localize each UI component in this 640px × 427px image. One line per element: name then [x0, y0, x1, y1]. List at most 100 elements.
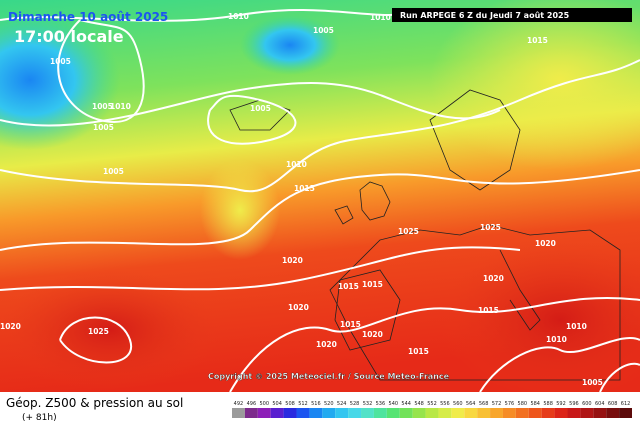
coastlines [229, 89, 621, 381]
scale-swatch [593, 408, 607, 418]
isobar-label: 1010 [286, 160, 307, 169]
scale-swatch [619, 408, 632, 418]
scale-swatch [528, 408, 542, 418]
scale-swatch [606, 408, 620, 418]
isobar-label: 1020 [0, 322, 21, 331]
scale-label: 612 [621, 401, 631, 407]
scale-label: 532 [363, 401, 373, 407]
scale-label: 492 [234, 401, 244, 407]
scale-swatch [335, 408, 349, 418]
scale-label: 608 [608, 401, 618, 407]
isobar-label: 1025 [398, 227, 419, 236]
scale-label: 592 [556, 401, 566, 407]
scale-swatch [438, 408, 452, 418]
scale-swatch [244, 408, 258, 418]
isobar-label: 1015 [340, 320, 361, 329]
scale-swatch [361, 408, 374, 418]
scale-swatch [232, 408, 245, 418]
scale-swatch [554, 408, 568, 418]
isobar-label: 1010 [228, 12, 249, 21]
isobar-label: 1015 [478, 306, 499, 315]
isobar-label: 1025 [480, 223, 501, 232]
scale-label: 584 [530, 401, 540, 407]
map-field [0, 0, 640, 400]
copyright: Copyright © 2025 Meteociel.fr / Source M… [208, 372, 450, 381]
isobar-label: 1020 [316, 340, 337, 349]
scale-swatch [567, 408, 581, 418]
scale-label: 540 [389, 401, 399, 407]
isobar-label: 1005 [92, 102, 113, 111]
scale-label: 604 [595, 401, 605, 407]
isobar-label: 1020 [288, 303, 309, 312]
isobar-label: 1005 [103, 167, 124, 176]
scale-label: 528 [350, 401, 360, 407]
scale-swatch [296, 408, 310, 418]
scale-label: 548 [414, 401, 424, 407]
isobar-label: 1015 [408, 347, 429, 356]
scale-label: 508 [285, 401, 295, 407]
isobar-label: 1015 [294, 184, 315, 193]
run: Run ARPEGE 6 Z du Jeudi 7 août 2025 [400, 11, 570, 20]
isobar-label: 1010 [546, 335, 567, 344]
scale-label: 576 [505, 401, 515, 407]
scale-swatch [399, 408, 413, 418]
scale-swatch [322, 408, 336, 418]
isobar-label: 1005 [93, 123, 114, 132]
isobar-label: 1020 [483, 274, 504, 283]
scale-swatch [257, 408, 271, 418]
lead-time: (+ 81h) [22, 413, 57, 423]
run-box [392, 8, 632, 22]
scale-label: 524 [337, 401, 347, 407]
isobar-label: 1005 [50, 57, 71, 66]
scale-label: 496 [247, 401, 257, 407]
scale-label: 588 [543, 401, 553, 407]
isobar-label: 1005 [313, 26, 334, 35]
isobar-label: 1015 [527, 36, 548, 45]
isobar-label: 1010 [566, 322, 587, 331]
scale-label: 516 [311, 401, 321, 407]
isobar-label: 1010 [110, 102, 131, 111]
scale-label: 544 [401, 401, 411, 407]
scale-label: 536 [376, 401, 386, 407]
scale-label: 556 [440, 401, 450, 407]
scale-swatch [425, 408, 439, 418]
isobar-label: 1005 [250, 104, 271, 113]
isobar-label: 1005 [582, 378, 603, 387]
isobar-label: 1015 [338, 282, 359, 291]
scale-label: 520 [324, 401, 334, 407]
scale-swatch [373, 408, 387, 418]
isobars [0, 9, 640, 393]
scale-swatch [580, 408, 594, 418]
scale-swatch [270, 408, 284, 418]
scale-label: 560 [453, 401, 463, 407]
color-scale: 492 496 500 504 508 512 516 520 524 528 532 536 540 5… [232, 401, 632, 418]
isobar-label: 1020 [282, 256, 303, 265]
time: 17:00 locale [14, 27, 124, 46]
scale-label: 504 [272, 401, 282, 407]
footer-title: Géop. Z500 & pression au sol [6, 396, 183, 410]
isobar-label: 1010 [370, 13, 391, 22]
scale-swatch [386, 408, 400, 418]
scale-label: 568 [479, 401, 489, 407]
scale-swatch [490, 408, 503, 418]
scale-swatch [464, 408, 478, 418]
scale-label: 572 [492, 401, 502, 407]
isobar-label: 1020 [362, 330, 383, 339]
scale-label: 500 [259, 401, 269, 407]
scale-swatch [309, 408, 323, 418]
scale-swatch [412, 408, 426, 418]
scale-label: 596 [569, 401, 579, 407]
scale-swatch [477, 408, 491, 418]
isobar-label: 1020 [535, 239, 556, 248]
scale-label: 512 [298, 401, 308, 407]
scale-swatch [515, 408, 529, 418]
isobar-labels: 1010 101010151005100510051010100510051005… [0, 12, 603, 387]
scale-label: 564 [466, 401, 476, 407]
scale-swatch [348, 408, 362, 418]
scale-swatch [502, 408, 516, 418]
scale-swatch [541, 408, 555, 418]
scale-swatch [451, 408, 465, 418]
scale-label: 600 [582, 401, 592, 407]
isobar-label: 1015 [362, 280, 383, 289]
scale-label: 580 [518, 401, 528, 407]
